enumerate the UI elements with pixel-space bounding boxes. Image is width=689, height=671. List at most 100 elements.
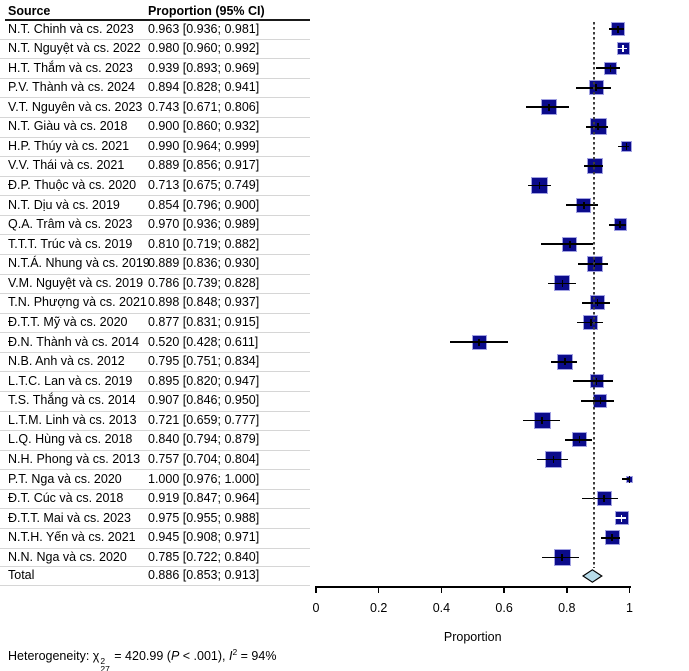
study-row-label: L.T.C. Lan và cs. 2019: [8, 373, 133, 388]
axis-tick: [315, 586, 317, 593]
row-separator: [0, 312, 310, 314]
ci-whisker: [609, 223, 627, 226]
ci-whisker: [600, 537, 621, 539]
row-separator: [0, 97, 310, 99]
header-rule: [5, 19, 310, 21]
ci-whisker: [565, 204, 599, 206]
total-label: Total: [8, 568, 35, 582]
row-separator: [0, 391, 310, 393]
study-row-value: 0.713 [0.675; 0.749]: [148, 178, 260, 193]
study-row-value: 0.854 [0.796; 0.900]: [148, 197, 260, 212]
ci-whisker: [536, 458, 569, 461]
study-row-value: 0.900 [0.860; 0.932]: [148, 119, 260, 134]
study-row-label: T.S. Thắng và cs. 2014: [8, 393, 136, 408]
column-header-proportion: Proportion (95% CI): [148, 4, 265, 18]
ci-whisker: [581, 400, 614, 402]
study-row-value: 0.520 [0.428; 0.611]: [148, 334, 259, 349]
row-separator: [0, 234, 310, 236]
axis-tick-label: 0: [312, 601, 320, 615]
point-estimate-tick: [622, 45, 625, 53]
point-estimate-tick: [548, 103, 550, 111]
row-separator: [0, 566, 310, 568]
study-row-value: 0.907 [0.846; 0.950]: [148, 393, 260, 408]
row-separator: [0, 117, 310, 119]
ci-whisker: [621, 478, 630, 480]
study-row-label: Đ.N. Thành và cs. 2014: [8, 334, 140, 349]
column-header-source: Source: [8, 4, 51, 18]
point-estimate-tick: [569, 240, 571, 248]
study-row-value: 0.895 [0.820; 0.947]: [148, 373, 260, 388]
axis-tick: [566, 586, 568, 593]
point-estimate-tick: [611, 534, 614, 542]
row-separator: [0, 488, 310, 490]
ci-whisker: [618, 145, 630, 148]
row-separator: [0, 371, 310, 373]
row-separator: [0, 332, 310, 334]
row-separator: [0, 430, 310, 432]
ci-whisker: [581, 302, 610, 304]
study-row-label: Đ.P. Thuộc và cs. 2020: [8, 178, 137, 193]
study-row-value: 0.786 [0.739; 0.828]: [148, 275, 260, 290]
point-estimate-tick: [593, 260, 596, 268]
point-estimate-tick: [538, 182, 541, 190]
point-estimate-tick: [599, 397, 602, 405]
axis-tick-label: 1: [626, 601, 633, 615]
study-row-value: 0.919 [0.847; 0.964]: [148, 491, 260, 506]
study-row-label: Đ.T.T. Mai và cs. 2023: [8, 510, 131, 525]
study-row-label: T.N. Phượng và cs. 2021: [8, 295, 147, 310]
row-separator: [0, 195, 310, 197]
point-estimate-tick: [596, 299, 599, 307]
study-row-value: 0.757 [0.704; 0.804]: [148, 452, 260, 467]
study-row-label: N.T.H. Yến và cs. 2021: [8, 530, 136, 545]
x-axis-title: Proportion: [443, 630, 502, 644]
study-row-label: Đ.T.T. Mỹ và cs. 2020: [8, 315, 128, 330]
point-estimate-tick: [561, 279, 564, 287]
study-row-label: N.B. Anh và cs. 2012: [8, 354, 125, 369]
study-row-label: V.T. Nguyên và cs. 2023: [8, 99, 143, 114]
ci-whisker: [542, 556, 580, 559]
study-row-value: 1.000 [0.976; 1.000]: [148, 471, 260, 486]
study-row-value: 0.743 [0.671; 0.806]: [148, 99, 260, 114]
study-row-label: Đ.T. Cúc và cs. 2018: [8, 491, 124, 506]
point-estimate-tick: [478, 338, 480, 346]
ci-whisker: [526, 106, 569, 109]
study-row-value: 0.980 [0.960; 0.992]: [148, 41, 260, 56]
study-row-label: N.N. Nga và cs. 2020: [8, 549, 127, 564]
study-row-label: L.T.M. Linh và cs. 2013: [8, 412, 137, 427]
study-row-label: N.T. Nguyệt và cs. 2022: [8, 41, 141, 56]
row-separator: [0, 508, 310, 510]
ci-whisker: [609, 28, 624, 30]
row-separator: [0, 175, 310, 177]
study-row-label: Q.A. Trâm và cs. 2023: [8, 217, 133, 232]
point-estimate-tick: [597, 123, 599, 131]
ci-whisker: [581, 497, 619, 500]
point-estimate-tick: [595, 84, 598, 92]
study-row-label: H.P. Thúy và cs. 2021: [8, 138, 130, 153]
point-estimate-tick: [609, 64, 612, 72]
study-row-value: 0.945 [0.908; 0.971]: [148, 530, 260, 545]
study-row-value: 0.877 [0.831; 0.915]: [148, 315, 260, 330]
summary-diamond: [582, 568, 604, 583]
ci-whisker: [541, 243, 593, 246]
study-row-label: L.Q. Hùng và cs. 2018: [8, 432, 133, 447]
axis-tick: [628, 586, 631, 593]
axis-tick: [503, 586, 505, 593]
study-row-value: 0.894 [0.828; 0.941]: [148, 80, 260, 95]
point-estimate-tick: [603, 495, 605, 503]
row-separator: [0, 254, 310, 256]
study-row-label: N.T.Á. Nhung và cs. 2019: [8, 256, 150, 271]
study-row-value: 0.889 [0.856; 0.917]: [148, 158, 260, 173]
heterogeneity-note: Heterogeneity: χ 2 27 = 420.99 (P < .001),…: [8, 646, 277, 671]
study-row-value: 0.840 [0.794; 0.879]: [148, 432, 260, 447]
row-separator: [0, 585, 310, 587]
axis-tick-label: 0.2: [369, 601, 388, 615]
study-row-value: 0.975 [0.955; 0.988]: [148, 510, 260, 525]
point-estimate-tick: [617, 25, 619, 33]
row-separator: [0, 293, 310, 295]
study-row-label: V.V. Thái và cs. 2021: [8, 158, 125, 173]
axis-tick-label: 0.8: [558, 601, 576, 615]
x-axis: [316, 586, 631, 588]
study-row-value: 0.810 [0.719; 0.882]: [148, 236, 260, 251]
study-row-label: N.T. Chinh và cs. 2023: [8, 21, 134, 36]
